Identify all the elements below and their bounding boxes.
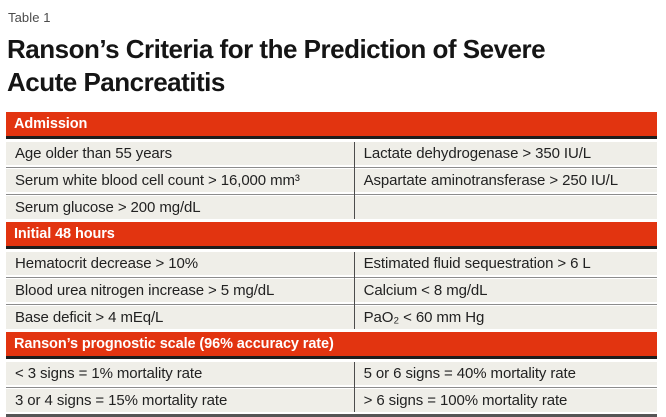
criterion-cell: Lactate dehydrogenase > 350 IU/L [363, 145, 592, 162]
criterion-cell: Estimated fluid sequestration > 6 L [363, 255, 591, 272]
section-divider-line [6, 246, 657, 249]
column-divider-line [353, 142, 356, 219]
section-divider-line [6, 136, 657, 139]
ranson-criteria-table: Admission Age older than 55 years Lactat… [6, 112, 657, 417]
section-divider-line [6, 356, 657, 359]
criterion-cell: Age older than 55 years [15, 145, 172, 162]
section-body-admission: Age older than 55 years Lactate dehydrog… [6, 142, 657, 219]
criterion-cell: Base deficit > 4 mEq/L [15, 309, 164, 326]
column-divider-line [353, 252, 356, 329]
table-row: < 3 signs = 1% mortality rate 5 or 6 sig… [6, 362, 657, 385]
criterion-cell-empty [354, 196, 657, 219]
criterion-cell: Serum glucose > 200 mg/dL [15, 199, 201, 216]
table-row: Serum white blood cell count > 16,000 mm… [6, 169, 657, 192]
section-body-initial-48-hours: Hematocrit decrease > 10% Estimated flui… [6, 252, 657, 329]
row-separator [6, 302, 657, 306]
table-row: Age older than 55 years Lactate dehydrog… [6, 142, 657, 165]
criterion-cell: PaO₂ < 60 mm Hg [363, 309, 485, 326]
table-row: Blood urea nitrogen increase > 5 mg/dL C… [6, 279, 657, 302]
table-bottom-line [6, 414, 657, 417]
criterion-cell: Calcium < 8 mg/dL [363, 282, 488, 299]
title-line-1: Ranson’s Criteria for the Prediction of … [7, 34, 546, 64]
section-prognostic-scale: Ranson’s prognostic scale (96% accuracy … [6, 332, 657, 417]
row-separator [6, 385, 657, 389]
table-row: 3 or 4 signs = 15% mortality rate > 6 si… [6, 389, 657, 412]
criterion-cell: 5 or 6 signs = 40% mortality rate [363, 365, 576, 382]
section-body-prognostic-scale: < 3 signs = 1% mortality rate 5 or 6 sig… [6, 362, 657, 412]
table-row: Base deficit > 4 mEq/L PaO₂ < 60 mm Hg [6, 306, 657, 329]
section-header-initial-48-hours: Initial 48 hours [6, 222, 657, 246]
table-number-label: Table 1 [8, 10, 51, 25]
section-initial-48-hours: Initial 48 hours Hematocrit decrease > 1… [6, 222, 657, 329]
criterion-cell: < 3 signs = 1% mortality rate [15, 365, 203, 382]
table-row: Serum glucose > 200 mg/dL [6, 196, 657, 219]
criterion-cell: Hematocrit decrease > 10% [15, 255, 199, 272]
table-row: Hematocrit decrease > 10% Estimated flui… [6, 252, 657, 275]
criterion-cell: Serum white blood cell count > 16,000 mm… [15, 172, 300, 189]
row-separator [6, 275, 657, 279]
section-header-admission: Admission [6, 112, 657, 136]
row-separator [6, 165, 657, 169]
column-divider-line [353, 362, 356, 412]
page-title: Ranson’s Criteria for the Prediction of … [7, 33, 657, 99]
criterion-cell: Blood urea nitrogen increase > 5 mg/dL [15, 282, 275, 299]
row-separator [6, 192, 657, 196]
section-admission: Admission Age older than 55 years Lactat… [6, 112, 657, 219]
criterion-cell: > 6 signs = 100% mortality rate [363, 392, 568, 409]
criterion-cell: 3 or 4 signs = 15% mortality rate [15, 392, 228, 409]
section-header-prognostic-scale: Ranson’s prognostic scale (96% accuracy … [6, 332, 657, 356]
title-line-2: Acute Pancreatitis [7, 67, 225, 97]
criterion-cell: Aspartate aminotransferase > 250 IU/L [363, 172, 618, 189]
